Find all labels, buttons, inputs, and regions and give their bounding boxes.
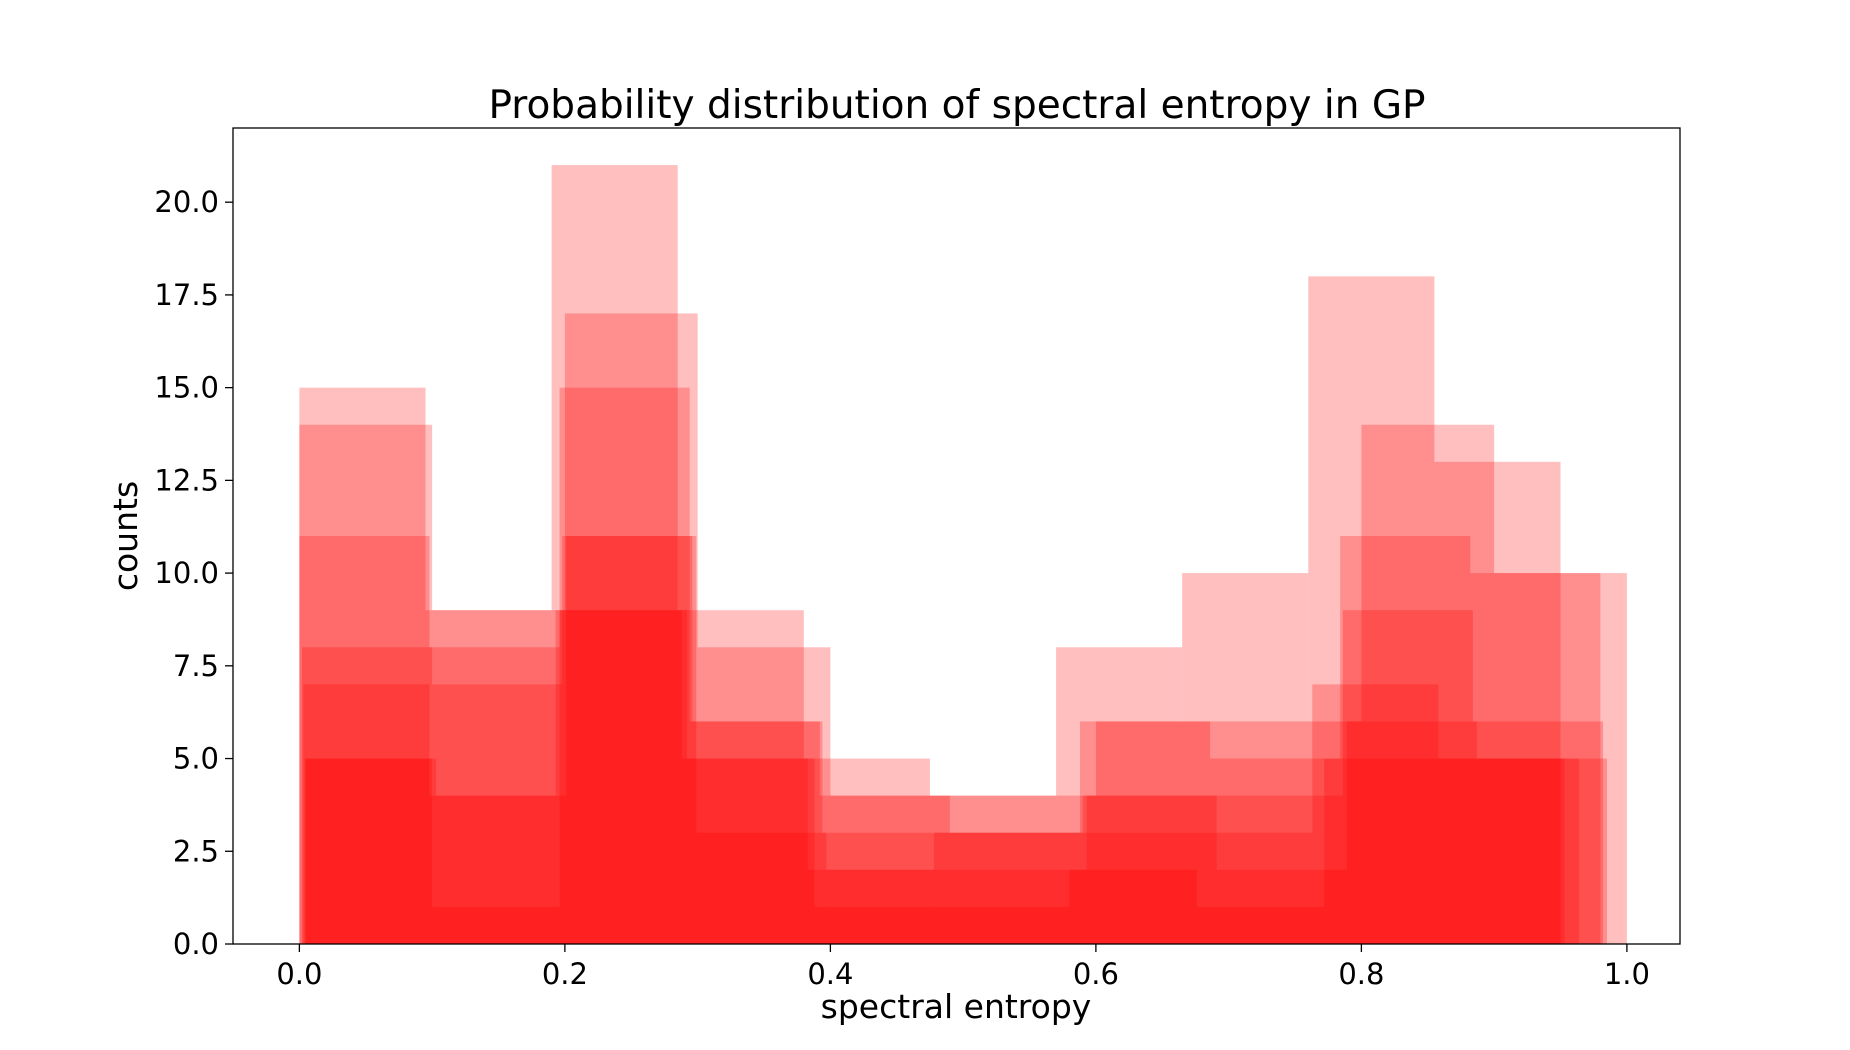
histogram-bar: [551, 165, 678, 945]
histogram-bar: [689, 721, 820, 944]
y-tick-label: 12.5: [154, 463, 219, 497]
histogram-bar: [1312, 684, 1439, 944]
histogram-bar: [814, 906, 942, 944]
histogram-bar: [559, 610, 688, 944]
histogram-bar: [299, 424, 433, 945]
y-tick-label: 7.5: [173, 649, 219, 683]
y-axis-label: counts: [106, 481, 145, 591]
histogram-bar: [1308, 276, 1435, 944]
histogram-bar: [425, 610, 552, 944]
histogram-bar: [432, 610, 565, 944]
histogram-bar: [1182, 573, 1309, 944]
histogram-bar: [432, 906, 560, 944]
histogram-bar: [1346, 721, 1477, 944]
histogram-bar: [1069, 869, 1197, 944]
histogram-bar: [436, 795, 567, 944]
y-tick-label: 20.0: [154, 185, 219, 219]
histogram-bar: [302, 647, 433, 944]
histogram-bar: [819, 795, 950, 944]
histogram-bar: [1361, 424, 1495, 945]
histogram-bar: [555, 610, 682, 944]
x-tick-label: 0.6: [1073, 957, 1119, 991]
histogram-bar: [566, 536, 697, 944]
axis-ticks: 0.0 0.2 0.4 0.6 0.8 1.0 0.0 2.5 5.0 7.5 10.0 12.5 15…: [154, 185, 1650, 991]
histogram-bar: [929, 795, 1057, 944]
histogram-bar: [952, 832, 1083, 944]
histogram-bar: [559, 387, 690, 944]
histogram-bar: [696, 832, 827, 944]
x-axis-label: spectral entropy: [821, 987, 1092, 1026]
histogram-bar: [1086, 795, 1217, 944]
histogram-bar: [963, 795, 1096, 944]
histogram-bar: [429, 647, 560, 944]
histogram-bar: [1472, 721, 1604, 944]
histogram-bar: [562, 536, 693, 944]
histogram-bar: [1228, 721, 1362, 944]
histogram-bar: [564, 313, 698, 944]
histogram-bar: [304, 758, 433, 944]
histogram-bar: [1079, 721, 1211, 944]
x-tick-label: 0.4: [807, 957, 853, 991]
histogram-bar: [692, 721, 823, 944]
x-tick-label: 1.0: [1604, 957, 1650, 991]
histogram-bar: [1082, 795, 1213, 944]
plot-frame: [232, 127, 1681, 945]
histogram-bar: [1212, 795, 1343, 944]
histogram-bar: [429, 795, 556, 944]
histogram-bar: [830, 795, 964, 944]
y-tick-label: 17.5: [154, 278, 219, 312]
histogram-bar: [1095, 721, 1229, 944]
histogram-bar: [1216, 869, 1347, 944]
y-tick-label: 2.5: [173, 834, 219, 868]
histogram-bar: [432, 684, 563, 944]
histogram-bar: [1342, 610, 1473, 944]
histogram-bar: [1438, 758, 1565, 944]
histogram-bar: [1451, 758, 1580, 944]
histogram-bar: [697, 647, 831, 944]
histogram-bar: [807, 869, 934, 944]
histogram-bar: [1324, 758, 1452, 944]
histogram-bar: [687, 758, 815, 944]
x-tick-label: 0.8: [1338, 957, 1384, 991]
y-tick-label: 5.0: [173, 742, 219, 776]
histogram-bar: [1060, 832, 1187, 944]
histogram-bar: [1470, 573, 1601, 944]
histogram-bar: [826, 869, 957, 944]
histogram-bar: [933, 832, 1061, 944]
x-tick-label: 0.0: [276, 957, 322, 991]
histogram-bar: [681, 758, 808, 944]
y-tick-label: 10.0: [154, 556, 219, 590]
histogram-bar: [956, 869, 1087, 944]
histogram-bar: [1210, 758, 1341, 944]
histogram-bars: [299, 165, 1627, 945]
histogram-bar: [1056, 647, 1183, 944]
y-tick-label: 15.0: [154, 371, 219, 405]
histogram-bar: [1340, 536, 1471, 944]
y-tick-label: 0.0: [173, 927, 219, 961]
histogram-bar: [306, 758, 437, 944]
histogram-bar: [677, 610, 804, 944]
histogram-bar: [299, 387, 426, 944]
histogram-bar: [299, 536, 430, 944]
histogram-bar: [1186, 832, 1313, 944]
x-tick-label: 0.2: [542, 957, 588, 991]
chart-title: Probability distribution of spectral ent…: [488, 83, 1425, 128]
histogram-bar: [1196, 906, 1325, 944]
histogram-bar: [949, 832, 1080, 944]
histogram-bar: [822, 832, 953, 944]
histogram-bar: [303, 684, 430, 944]
histogram-bar: [1476, 758, 1607, 944]
histogram-bar: [803, 758, 930, 944]
histogram-bar: [941, 906, 1070, 944]
histogram-bar: [1494, 573, 1627, 944]
histogram-bar: [1434, 461, 1561, 944]
